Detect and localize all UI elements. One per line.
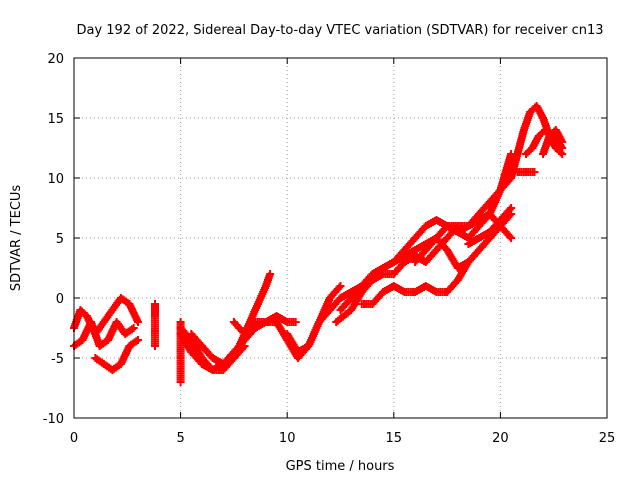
data-point (134, 336, 142, 344)
y-tick-label: -10 (43, 412, 64, 427)
data-point (507, 234, 516, 242)
data-points (70, 102, 567, 386)
x-tick-label: 0 (70, 431, 78, 446)
data-point (558, 138, 567, 146)
y-tick-label: -5 (51, 352, 64, 367)
series-arc-3 (91, 336, 142, 374)
data-point (266, 270, 275, 278)
data-point (335, 283, 344, 292)
data-point (291, 318, 300, 326)
data-point (530, 168, 539, 176)
y-tick-label: 5 (56, 232, 64, 247)
series-arc-9 (229, 312, 300, 338)
series-arc-1 (70, 294, 142, 338)
x-tick-label: 15 (386, 431, 403, 446)
series-arc-8 (187, 330, 249, 368)
data-point (176, 378, 185, 386)
data-point (336, 282, 345, 290)
x-tick-label: 25 (599, 431, 616, 446)
series-arc-14 (379, 174, 516, 272)
x-tick-label: 5 (176, 431, 184, 446)
data-point (129, 324, 138, 332)
data-point (134, 318, 142, 326)
series-arc-17 (464, 204, 516, 248)
data-point (240, 342, 249, 350)
y-tick-label: 0 (56, 292, 64, 307)
chart-title: Day 192 of 2022, Sidereal Day-to-day VTE… (76, 23, 603, 38)
series-arc-19 (513, 168, 539, 176)
series-arc-21 (539, 126, 567, 158)
data-point (239, 343, 248, 352)
data-point (505, 232, 514, 241)
series-arc-18 (507, 102, 567, 182)
x-tick-label: 20 (492, 431, 509, 446)
series-arc-12 (332, 222, 462, 326)
x-tick-label: 10 (279, 431, 296, 446)
data-point (151, 342, 159, 350)
y-tick-label: 15 (47, 112, 64, 127)
axis-ticks: 0 5 10 15 20 25 -10 -5 0 5 10 15 20 (43, 52, 616, 446)
x-axis-label: GPS time / hours (286, 459, 395, 474)
grid (74, 58, 607, 418)
y-tick-label: 20 (47, 52, 64, 67)
y-axis-label: SDTVAR / TECUs (9, 185, 24, 292)
y-tick-label: 10 (47, 172, 64, 187)
data-point (505, 205, 514, 214)
series-arc-4 (151, 300, 159, 350)
data-point (507, 204, 516, 212)
series-arc-2 (70, 318, 138, 350)
